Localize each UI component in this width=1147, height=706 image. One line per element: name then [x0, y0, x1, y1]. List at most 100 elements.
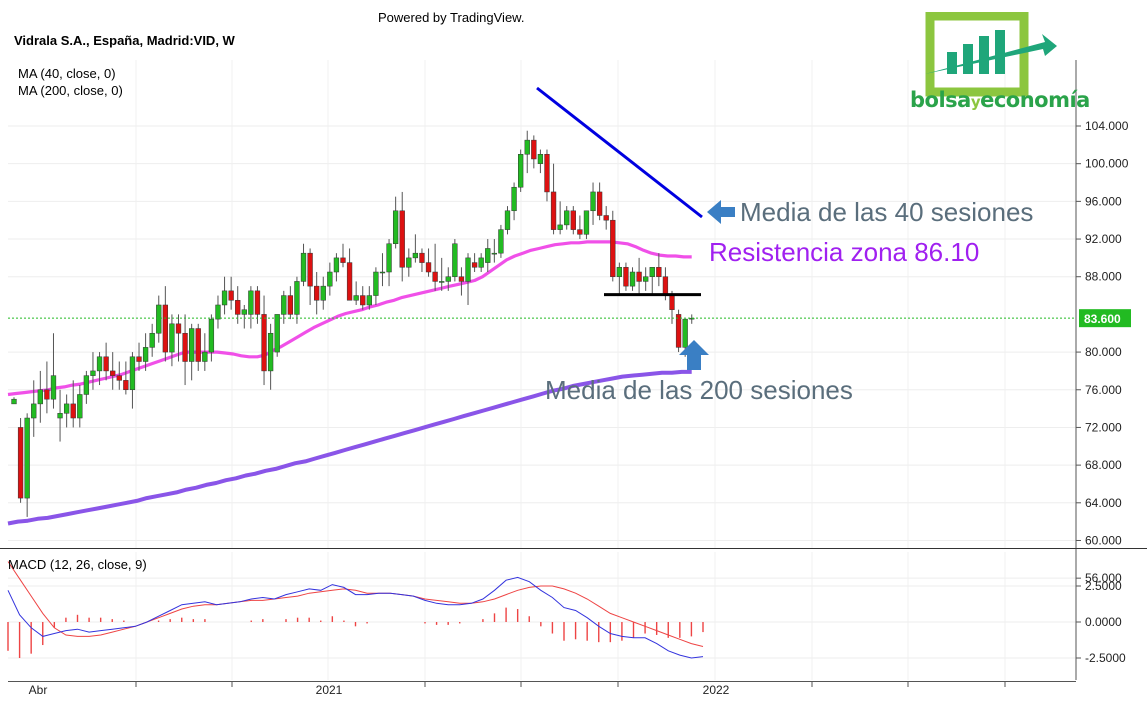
candle-up [11, 398, 17, 405]
candle-down [636, 271, 642, 282]
arrow-left-icon [707, 200, 735, 224]
candle-up [156, 304, 162, 334]
candle-up [241, 309, 247, 315]
candle-up [333, 257, 340, 273]
candle-up [83, 375, 90, 395]
candle-up [649, 267, 655, 277]
candle-up [412, 252, 419, 259]
candle-up [557, 224, 563, 230]
resistance-annotation: Resistencia zona 86.10 [709, 237, 980, 267]
candle-up [274, 314, 280, 353]
ma40-annotation: Media de las 40 sesiones [740, 197, 1034, 227]
candle-down [110, 370, 116, 376]
candle-down [531, 139, 537, 160]
candle-down [44, 389, 50, 400]
ma40-path [7, 240, 692, 397]
candle-down [235, 300, 241, 315]
price-tick-label: 60.000 [1085, 533, 1122, 547]
candle-down [17, 427, 24, 499]
candle-up [643, 276, 649, 282]
logo-frame [925, 12, 1029, 97]
candle-down [307, 252, 313, 287]
candle-up [465, 257, 471, 282]
last-price-tag [1079, 309, 1131, 328]
candle-up [221, 290, 228, 306]
grid-lines [8, 60, 1076, 680]
candle-down [570, 210, 576, 230]
drawings [536, 86, 735, 370]
candle-down [432, 271, 438, 282]
price-tick-label: 80.000 [1085, 345, 1122, 359]
candle-up [379, 271, 386, 274]
candle-up [511, 186, 517, 212]
candle-up [327, 271, 333, 287]
candle-up [478, 257, 484, 268]
price-tick-label: 76.000 [1085, 383, 1122, 397]
price-tick-label: 88.000 [1085, 270, 1122, 284]
price-tick-label: 96.000 [1085, 194, 1122, 208]
candle-up [90, 370, 96, 376]
ma200-line [7, 369, 692, 526]
candle-up [353, 295, 359, 301]
candle-down [116, 375, 122, 381]
macd-signal-line [7, 561, 704, 647]
ma200-legend: MA (200, close, 0) [18, 83, 123, 98]
candle-up [208, 318, 215, 353]
candle-up [616, 267, 623, 277]
logo-wordmark: bolsayeconomía [910, 88, 1090, 112]
candle-up [50, 375, 57, 400]
candle-down [544, 154, 550, 193]
candle-down [175, 323, 182, 334]
candle-down [182, 332, 188, 362]
candle-up [96, 356, 103, 372]
candle-up [629, 271, 636, 287]
candle-up [142, 347, 149, 362]
ma200-annotation: Media de las 200 sesiones [545, 375, 853, 405]
logo-word-3: economía [980, 88, 1090, 112]
candle-down [577, 229, 583, 235]
candle-down [623, 267, 629, 287]
candle-down [261, 314, 267, 372]
candle-down [471, 262, 478, 268]
candle-up [504, 210, 511, 230]
price-tick-label: 100.000 [1085, 157, 1129, 171]
candle-down [603, 215, 609, 221]
candle-up [537, 154, 544, 164]
candle-down [360, 295, 366, 306]
candle-up [439, 281, 445, 283]
candle-up [366, 295, 372, 306]
candle-down [669, 295, 675, 310]
candle-down [550, 191, 557, 230]
candle-up [564, 210, 570, 226]
candle-up [77, 394, 83, 419]
candle-up [485, 248, 491, 263]
powered-by-label: Powered by TradingView. [378, 10, 525, 25]
macd-legend: MACD (12, 26, close, 9) [8, 557, 147, 572]
candle-up [491, 252, 497, 255]
candle-up [386, 243, 392, 273]
candle-down [425, 262, 432, 273]
candle-up [37, 389, 43, 405]
candle-down [103, 356, 109, 372]
candle-down [346, 262, 353, 301]
candle-up [202, 351, 208, 362]
ma200-path [7, 369, 692, 526]
candle-down [287, 295, 294, 315]
candle-up [294, 281, 300, 315]
candle-up [452, 243, 458, 277]
candle-up [524, 139, 530, 155]
candle-up [281, 295, 287, 315]
candle-up [189, 328, 195, 362]
candle-up [169, 323, 175, 353]
price-tick-label: 68.000 [1085, 458, 1122, 472]
candle-up [149, 332, 155, 348]
candle-down [419, 252, 425, 263]
logo-arrow-icon [925, 34, 1057, 74]
candle-down [399, 210, 405, 268]
candle-up [248, 290, 254, 315]
candle-up [300, 252, 307, 282]
candle-up [392, 210, 399, 244]
time-tick-label: 2021 [316, 683, 343, 697]
candle-down [596, 191, 603, 216]
candle-up [31, 403, 37, 419]
